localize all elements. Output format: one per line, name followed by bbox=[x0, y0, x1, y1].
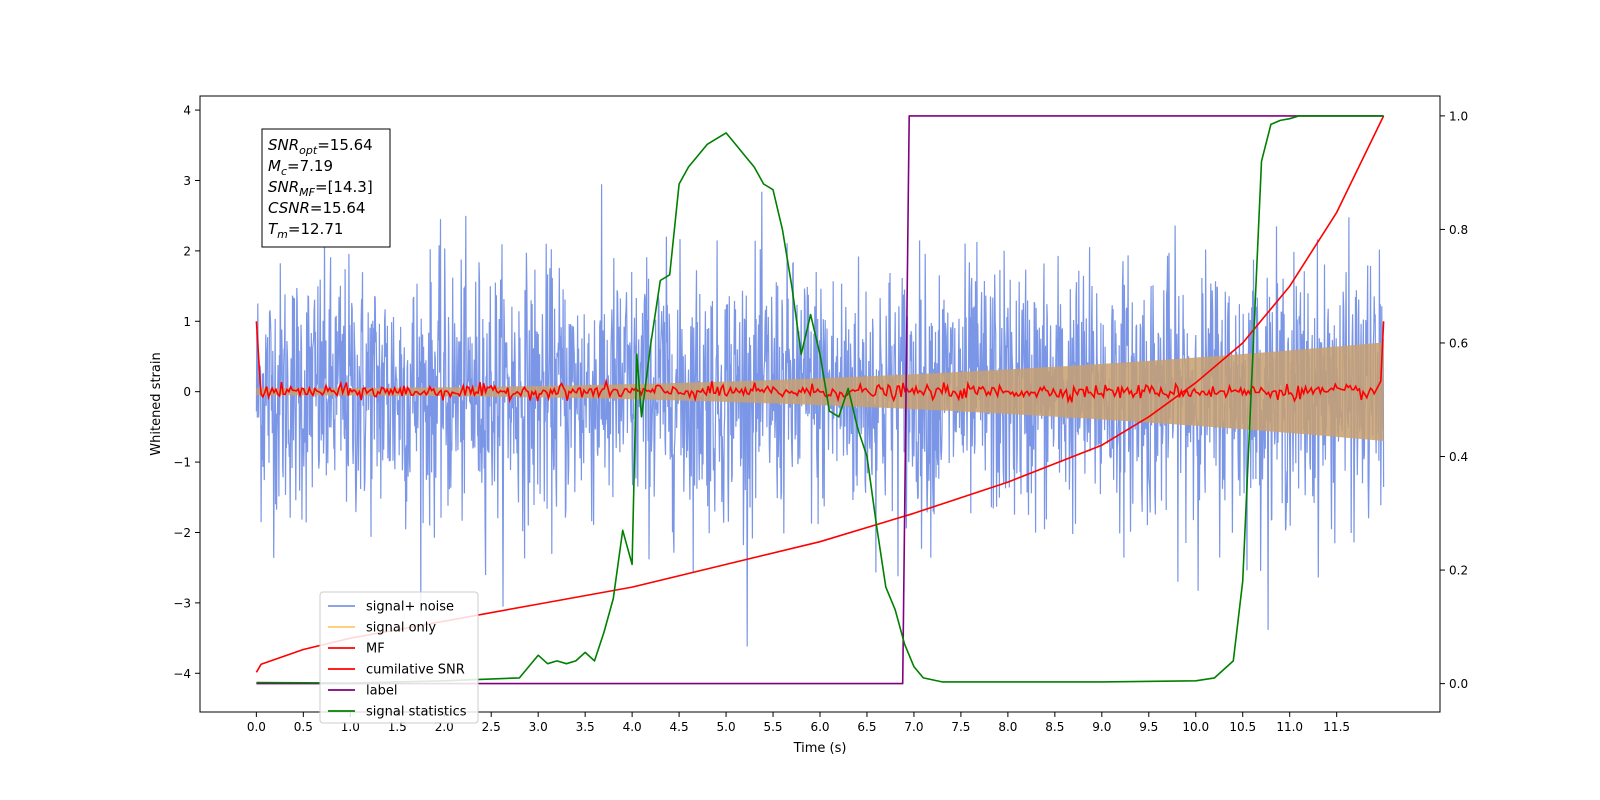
x-tick-label: 0.0 bbox=[247, 720, 266, 734]
x-tick-label: 6.0 bbox=[810, 720, 829, 734]
x-tick-label: 3.5 bbox=[576, 720, 595, 734]
x-tick-label: 11.0 bbox=[1276, 720, 1303, 734]
y2-tick-label: 0.6 bbox=[1449, 336, 1468, 350]
legend-label: signal statistics bbox=[366, 705, 467, 720]
x-tick-label: 11.5 bbox=[1323, 720, 1350, 734]
y2-tick-label: 1.0 bbox=[1449, 109, 1468, 123]
annotation-line: CSNR=15.64 bbox=[268, 199, 365, 217]
series-mf bbox=[255, 321, 1385, 405]
y-tick-label: −1 bbox=[173, 456, 191, 470]
x-tick-label: 0.5 bbox=[294, 720, 313, 734]
legend-label: cumilative SNR bbox=[366, 663, 465, 678]
x-tick-label: 7.5 bbox=[951, 720, 970, 734]
legend-label: signal+ noise bbox=[366, 600, 454, 615]
x-tick-label: 8.0 bbox=[998, 720, 1017, 734]
x-tick-label: 10.5 bbox=[1229, 720, 1256, 734]
y-tick-label: 1 bbox=[183, 315, 191, 329]
x-axis-label: Time (s) bbox=[793, 741, 847, 756]
x-tick-label: 2.5 bbox=[482, 720, 501, 734]
y-tick-label: 3 bbox=[183, 174, 191, 188]
y-tick-label: 0 bbox=[183, 385, 191, 399]
legend-label: label bbox=[366, 684, 397, 699]
y2-tick-label: 0.8 bbox=[1449, 223, 1468, 237]
x-tick-label: 4.0 bbox=[623, 720, 642, 734]
legend-frame bbox=[319, 591, 479, 724]
annotation-line: SNRMF=[14.3] bbox=[268, 178, 373, 199]
legend: signal+ noise signal only MF cumilative SNR… bbox=[319, 591, 479, 724]
y-tick-label: 2 bbox=[183, 244, 191, 258]
series-signal-statistics bbox=[256, 115, 1384, 684]
annotation-frame bbox=[261, 128, 391, 248]
y-tick-label: −3 bbox=[173, 596, 191, 610]
x-tick-label: 5.5 bbox=[763, 720, 782, 734]
y-axis-label: Whitened strain bbox=[149, 352, 164, 455]
y2-tick-label: 0.2 bbox=[1449, 564, 1468, 578]
y-tick-label: 4 bbox=[183, 104, 191, 118]
x-tick-label: 3.0 bbox=[529, 720, 548, 734]
x-tick-label: 8.5 bbox=[1045, 720, 1064, 734]
legend-label: signal only bbox=[366, 621, 436, 636]
x-tick-label: 9.5 bbox=[1139, 720, 1158, 734]
annotation-line: Tm=12.71 bbox=[268, 220, 343, 241]
y-tick-label: −4 bbox=[173, 667, 191, 681]
y2-tick-label: 0.4 bbox=[1449, 450, 1468, 464]
y2-tick-label: 0.0 bbox=[1449, 677, 1468, 691]
x-tick-label: 7.0 bbox=[904, 720, 923, 734]
y-tick-label: −2 bbox=[173, 526, 191, 540]
x-tick-label: 10.0 bbox=[1182, 720, 1209, 734]
x-tick-label: 4.5 bbox=[670, 720, 689, 734]
annotation-box: SNRopt=15.64Mc=7.19SNRMF=[14.3]CSNR=15.6… bbox=[261, 128, 391, 248]
annotation-line: SNRopt=15.64 bbox=[268, 136, 373, 157]
series-label bbox=[256, 115, 1384, 685]
x-tick-label: 5.0 bbox=[717, 720, 736, 734]
x-tick-label: 6.5 bbox=[857, 720, 876, 734]
legend-label: MF bbox=[366, 642, 385, 657]
annotation-line: Mc=7.19 bbox=[268, 157, 333, 178]
x-tick-label: 9.0 bbox=[1092, 720, 1111, 734]
